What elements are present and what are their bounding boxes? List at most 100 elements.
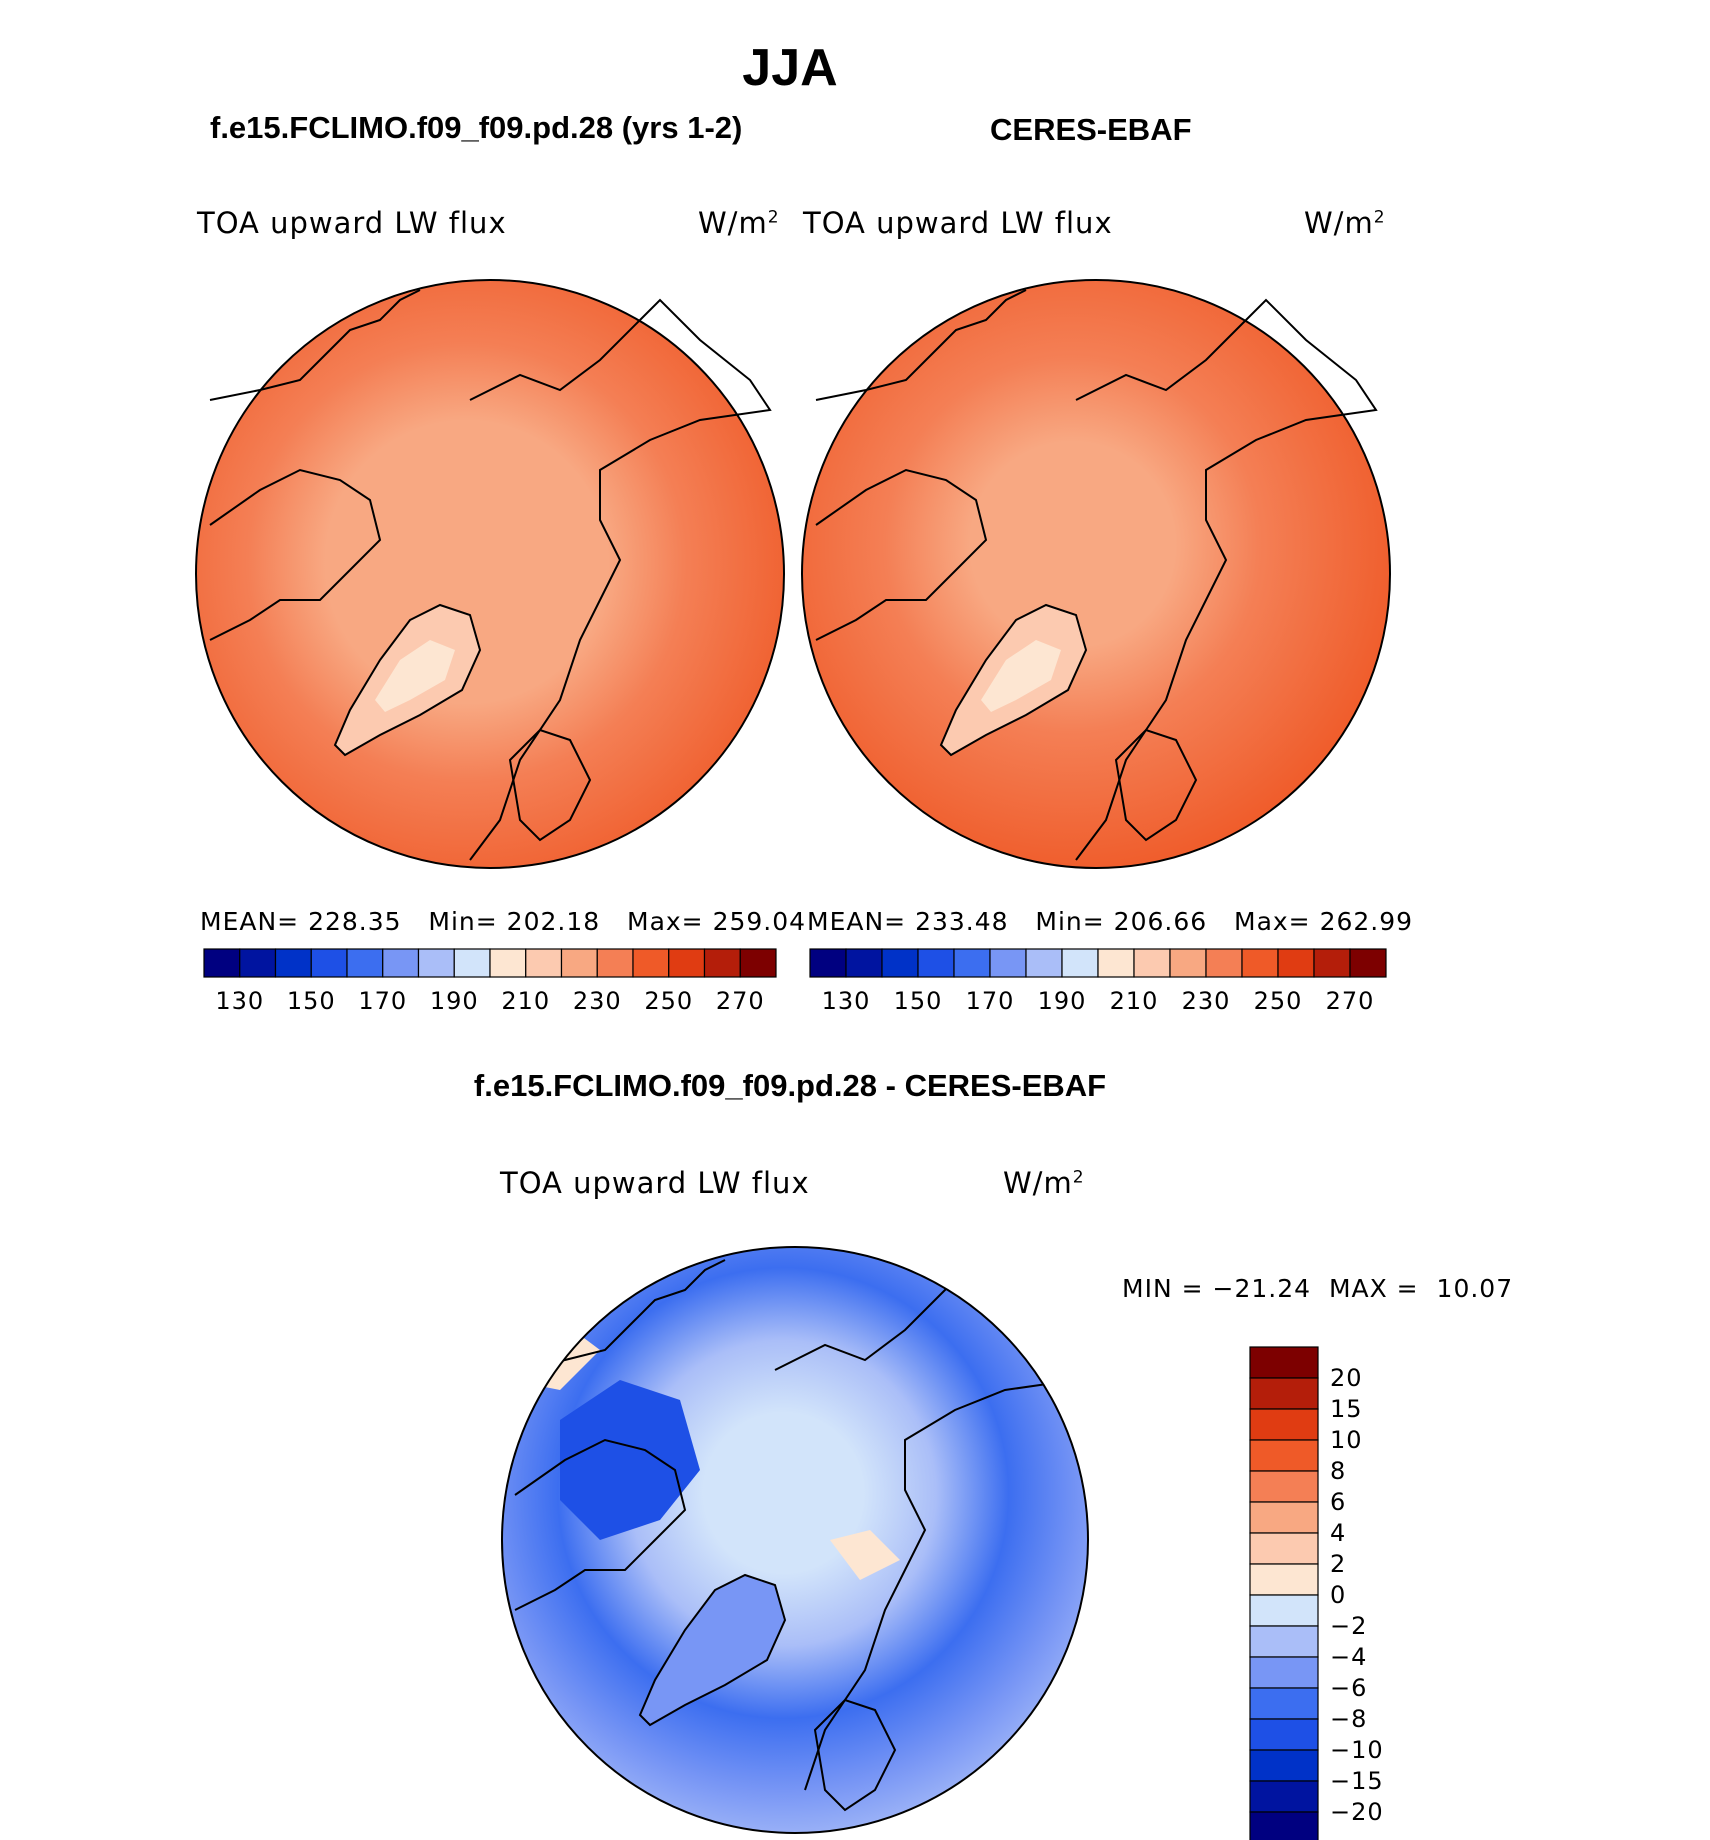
model-greenland-core — [375, 640, 455, 712]
model-coastline-scandinavia — [508, 728, 592, 842]
obs-colorbar — [809, 948, 1387, 978]
obs-colorbar-tick-label: 250 — [1253, 987, 1303, 1015]
model-colorbar-box — [274, 948, 312, 978]
obs-greenland-core — [981, 640, 1061, 712]
obs-colorbar-tick-label: 230 — [1181, 987, 1231, 1015]
obs-colorbar-box — [917, 948, 955, 978]
model-colorbar-box — [417, 948, 455, 978]
diff-colorbar-tick-label: −4 — [1330, 1643, 1368, 1671]
obs-stats: MEAN= 233.48 Min= 206.66 Max= 262.99 — [807, 907, 1414, 936]
model-colorbar-box — [382, 948, 420, 978]
diff-colorbar-tick-label: 0 — [1330, 1581, 1347, 1609]
model-colorbar-box — [632, 948, 670, 978]
diff-colorbar-tick-label: 15 — [1330, 1395, 1363, 1423]
obs-colorbar-box — [809, 948, 847, 978]
diff-colorbar-tick-label: 8 — [1330, 1457, 1347, 1485]
model-colorbar-tick-label: 250 — [644, 987, 694, 1015]
diff-deep-blue-band — [560, 1380, 700, 1540]
model-coastline-greenland — [333, 603, 482, 757]
diff-colorbar-tick-label: 2 — [1330, 1550, 1347, 1578]
model-colorbar-box — [310, 948, 348, 978]
obs-colorbar-box — [1205, 948, 1243, 978]
obs-coastline-alaska — [815, 289, 1027, 401]
diff-warm-patch-2 — [830, 1530, 900, 1580]
obs-colorbar-box — [881, 948, 919, 978]
diff-colorbar-tick-label: −15 — [1330, 1767, 1384, 1795]
model-colorbar-box — [596, 948, 634, 978]
diff-colorbar-box — [1249, 1501, 1319, 1534]
diff-colorbar-box — [1249, 1780, 1319, 1813]
obs-colorbar-tick-label: 270 — [1325, 987, 1375, 1015]
diff-colorbar-box — [1249, 1408, 1319, 1441]
obs-coastline-greenland — [939, 603, 1088, 757]
diff-colorbar-box — [1249, 1439, 1319, 1472]
model-colorbar-tick-label: 150 — [286, 987, 336, 1015]
diff-colorbar-tick-label: 10 — [1330, 1426, 1363, 1454]
obs-colorbar-box — [1133, 948, 1171, 978]
diff-colorbar-box — [1249, 1718, 1319, 1751]
diff-coastline-scandinavia — [813, 1698, 897, 1812]
model-colorbar — [203, 948, 777, 978]
page-title: JJA — [742, 39, 838, 97]
diff-colorbar-box — [1249, 1594, 1319, 1627]
model-colorbar-tick-label: 190 — [429, 987, 479, 1015]
obs-colorbar-tick-label: 130 — [821, 987, 871, 1015]
model-coastline-canada — [209, 468, 382, 641]
diff-colorbar-tick-label: −10 — [1330, 1736, 1384, 1764]
model-map-field — [195, 279, 785, 869]
obs-colorbar-box — [989, 948, 1027, 978]
diff-colorbar — [1249, 1346, 1319, 1840]
obs-colorbar-box — [953, 948, 991, 978]
obs-variable-label: TOA upward LW flux — [803, 206, 1113, 240]
diff-greenland-fill — [640, 1575, 785, 1725]
model-units-label: W/m2 — [698, 206, 780, 240]
diff-coastline-canada — [514, 1438, 687, 1611]
obs-colorbar-box — [1241, 948, 1279, 978]
obs-colorbar-tick-label: 190 — [1037, 987, 1087, 1015]
model-colorbar-box — [739, 948, 777, 978]
model-colorbar-box — [703, 948, 741, 978]
model-colorbar-box — [668, 948, 706, 978]
obs-colorbar-box — [1025, 948, 1063, 978]
model-colorbar-box — [489, 948, 527, 978]
obs-colorbar-tick-label: 210 — [1109, 987, 1159, 1015]
diff-colorbar-box — [1249, 1470, 1319, 1503]
model-colorbar-box — [560, 948, 598, 978]
model-colorbar-tick-label: 210 — [501, 987, 551, 1015]
diff-stats: MIN = −21.24 MAX = 10.07 — [1122, 1274, 1514, 1303]
obs-colorbar-box — [1097, 948, 1135, 978]
model-coastline-eurasia — [469, 298, 772, 861]
obs-coastline-eurasia — [1075, 298, 1378, 861]
diff-colorbar-tick-label: 4 — [1330, 1519, 1347, 1547]
obs-panel-title: CERES-EBAF — [990, 112, 1192, 147]
diff-colorbar-tick-label: −6 — [1330, 1674, 1368, 1702]
diff-panel-title: f.e15.FCLIMO.f09_f09.pd.28 - CERES-EBAF — [473, 1068, 1107, 1103]
obs-units-label: W/m2 — [1304, 206, 1386, 240]
model-colorbar-tick-label: 130 — [215, 987, 265, 1015]
model-colorbar-box — [239, 948, 277, 978]
obs-map-field — [801, 279, 1391, 869]
diff-coastline-alaska — [514, 1259, 726, 1371]
diff-colorbar-tick-label: −20 — [1330, 1798, 1384, 1826]
diff-colorbar-box — [1249, 1811, 1319, 1840]
model-colorbar-box — [525, 948, 563, 978]
obs-colorbar-box — [845, 948, 883, 978]
model-colorbar-box — [453, 948, 491, 978]
diff-colorbar-box — [1249, 1377, 1319, 1410]
diff-colorbar-tick-label: 20 — [1330, 1364, 1363, 1392]
diff-units-label: W/m2 — [1003, 1166, 1085, 1200]
obs-colorbar-tick-label: 150 — [893, 987, 943, 1015]
model-stats: MEAN= 228.35 Min= 202.18 Max= 259.04 — [200, 907, 807, 936]
model-coastline-alaska — [209, 289, 421, 401]
diff-colorbar-box — [1249, 1625, 1319, 1658]
diff-colorbar-box — [1249, 1532, 1319, 1565]
diff-colorbar-tick-label: −2 — [1330, 1612, 1368, 1640]
diff-coastline-greenland — [638, 1573, 787, 1727]
diff-colorbar-tick-label: −8 — [1330, 1705, 1368, 1733]
obs-coastline-scandinavia — [1114, 728, 1198, 842]
obs-colorbar-box — [1061, 948, 1099, 978]
diff-map-field — [502, 1247, 1088, 1833]
diff-colorbar-box — [1249, 1656, 1319, 1689]
model-colorbar-tick-label: 170 — [358, 987, 408, 1015]
